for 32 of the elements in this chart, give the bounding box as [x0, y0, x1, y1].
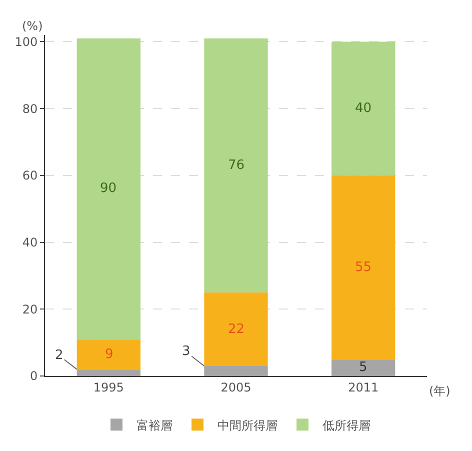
data-label: 9	[105, 347, 114, 362]
data-label: 5	[359, 360, 368, 375]
x-tick-label: 1995	[93, 380, 124, 394]
data-label: 22	[228, 322, 245, 337]
x-tick-label: 2011	[348, 380, 379, 394]
data-label: 55	[355, 260, 372, 275]
bar	[76, 38, 140, 340]
bar	[76, 369, 140, 376]
y-tick-label: 20	[22, 302, 38, 316]
y-tick-label: 60	[22, 168, 38, 183]
y-tick-label: 100	[14, 34, 38, 49]
legend-label: 低所得層	[322, 418, 370, 432]
data-label: 90	[100, 181, 117, 196]
bar	[76, 339, 140, 370]
legend-label: 富裕層	[136, 418, 172, 432]
bar	[204, 38, 268, 292]
bar	[332, 42, 396, 176]
y-axis-title: (%)	[22, 19, 43, 33]
data-label: 40	[355, 101, 372, 116]
data-label: 3	[182, 344, 190, 359]
bar	[204, 292, 268, 366]
y-tick-label: 80	[22, 102, 38, 116]
legend-label: 中間所得層	[218, 418, 278, 432]
y-tick-label: 0	[30, 369, 38, 384]
x-tick-label: 2005	[220, 380, 252, 394]
x-axis-title: (年)	[429, 384, 450, 398]
y-tick-label: 40	[22, 235, 38, 250]
bar	[204, 366, 268, 376]
bar	[332, 359, 396, 376]
data-label: 76	[228, 158, 245, 173]
bar	[332, 175, 396, 360]
data-label: 2	[55, 348, 64, 363]
